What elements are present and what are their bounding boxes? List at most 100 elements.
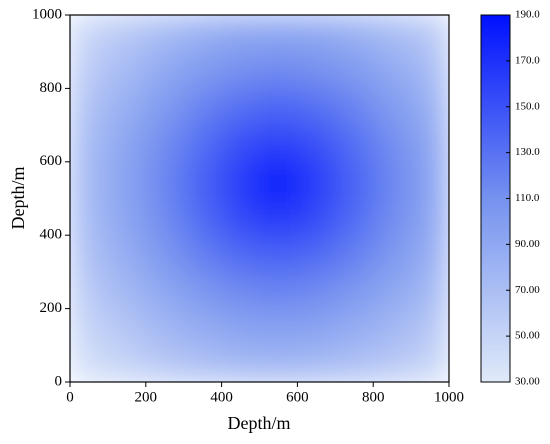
colorbar-tick-label: 150.0 (515, 100, 540, 112)
heatmap-cell (145, 124, 185, 163)
y-tick-label: 600 (40, 153, 63, 169)
heatmap-cell (259, 344, 298, 382)
heatmap-cell (372, 124, 412, 163)
heatmap-cell (259, 51, 298, 89)
heatmap-cell (259, 271, 298, 310)
heatmap-cell (221, 15, 260, 53)
heatmap-cell (145, 344, 185, 382)
heatmap-cell (296, 234, 336, 273)
heatmap-cell (183, 234, 223, 273)
heatmap-cell (221, 234, 260, 273)
heatmap-cell (372, 15, 412, 53)
heatmap-cell (259, 198, 298, 236)
heatmap-cell (259, 161, 298, 199)
heatmap-cell (70, 308, 109, 346)
heatmap-cell (296, 271, 336, 310)
heatmap (70, 15, 449, 382)
heatmap-cell (70, 87, 109, 126)
heatmap-cell (296, 15, 336, 53)
heatmap-cell (334, 124, 374, 163)
colorbar-tick-label: 70.00 (515, 284, 540, 296)
heatmap-cell (372, 271, 412, 310)
heatmap-cell (70, 15, 109, 53)
heatmap-cell (107, 51, 147, 89)
heatmap-cell (70, 124, 109, 163)
heatmap-cell (70, 51, 109, 89)
heatmap-cell (183, 344, 223, 382)
colorbar-tick-label: 170.0 (515, 54, 540, 66)
colorbar-tick-label: 190.0 (515, 9, 540, 21)
heatmap-cell (70, 271, 109, 310)
heatmap-cell (183, 51, 223, 89)
x-tick-label: 0 (66, 389, 74, 405)
heatmap-cell (70, 161, 109, 199)
heatmap-cell (372, 51, 412, 89)
colorbar (480, 14, 511, 383)
heatmap-cell (296, 87, 336, 126)
heatmap-cell (70, 344, 109, 382)
heatmap-cell (410, 198, 449, 236)
heatmap-cell (334, 344, 374, 382)
colorbar-tick-label: 50.00 (515, 330, 540, 342)
heatmap-cell (259, 234, 298, 273)
heatmap-cell (221, 87, 260, 126)
heatmap-cell (259, 124, 298, 163)
heatmap-cell (334, 87, 374, 126)
x-tick-label: 400 (210, 389, 233, 405)
heatmap-cell (145, 234, 185, 273)
heatmap-cell (410, 271, 449, 310)
heatmap-cell (410, 51, 449, 89)
heatmap-cell (410, 161, 449, 199)
heatmap-cell (410, 234, 449, 273)
heatmap-cell (410, 87, 449, 126)
heatmap-cell (70, 198, 109, 236)
heatmap-cell (145, 51, 185, 89)
heatmap-cell (107, 15, 147, 53)
x-axis-label: Depth/m (228, 413, 291, 433)
heatmap-cell (410, 308, 449, 346)
heatmap-cell (372, 87, 412, 126)
y-tick-label: 200 (40, 300, 63, 316)
heatmap-cell (145, 161, 185, 199)
x-tick-label: 800 (362, 389, 385, 405)
heatmap-cell (183, 15, 223, 53)
heatmap-cell (221, 51, 260, 89)
heatmap-cell (372, 161, 412, 199)
heatmap-cell (259, 15, 298, 53)
heatmap-cell (372, 234, 412, 273)
heatmap-cell (221, 124, 260, 163)
y-tick-label: 400 (40, 227, 63, 243)
heatmap-cell (183, 271, 223, 310)
heatmap-cell (259, 87, 298, 126)
heatmap-cell (107, 161, 147, 199)
heatmap-cell (107, 124, 147, 163)
heatmap-cell (334, 234, 374, 273)
heatmap-cell (334, 161, 374, 199)
heatmap-cell (296, 51, 336, 89)
heatmap-cell (145, 198, 185, 236)
heatmap-cell (334, 51, 374, 89)
heatmap-cell (296, 124, 336, 163)
heatmap-cell (372, 198, 412, 236)
y-tick-label: 800 (40, 80, 63, 96)
plot-frame (69, 14, 450, 383)
heatmap-cell (259, 308, 298, 346)
heatmap-cell (296, 344, 336, 382)
heatmap-cell (221, 198, 260, 236)
heatmap-cell (410, 15, 449, 53)
plot-area (70, 15, 449, 382)
heatmap-cell (296, 198, 336, 236)
heatmap-cell (334, 198, 374, 236)
heatmap-cell (372, 344, 412, 382)
y-tick-label: 0 (55, 373, 63, 389)
x-tick-label: 1000 (434, 389, 464, 405)
heatmap-cell (372, 308, 412, 346)
heatmap-cell (107, 344, 147, 382)
heatmap-cell (183, 124, 223, 163)
heatmap-cell (70, 234, 109, 273)
heatmap-cell (145, 308, 185, 346)
heatmap-cell (334, 271, 374, 310)
heatmap-cell (334, 15, 374, 53)
heatmap-cell (221, 344, 260, 382)
y-axis-label: Depth/m (8, 167, 28, 230)
